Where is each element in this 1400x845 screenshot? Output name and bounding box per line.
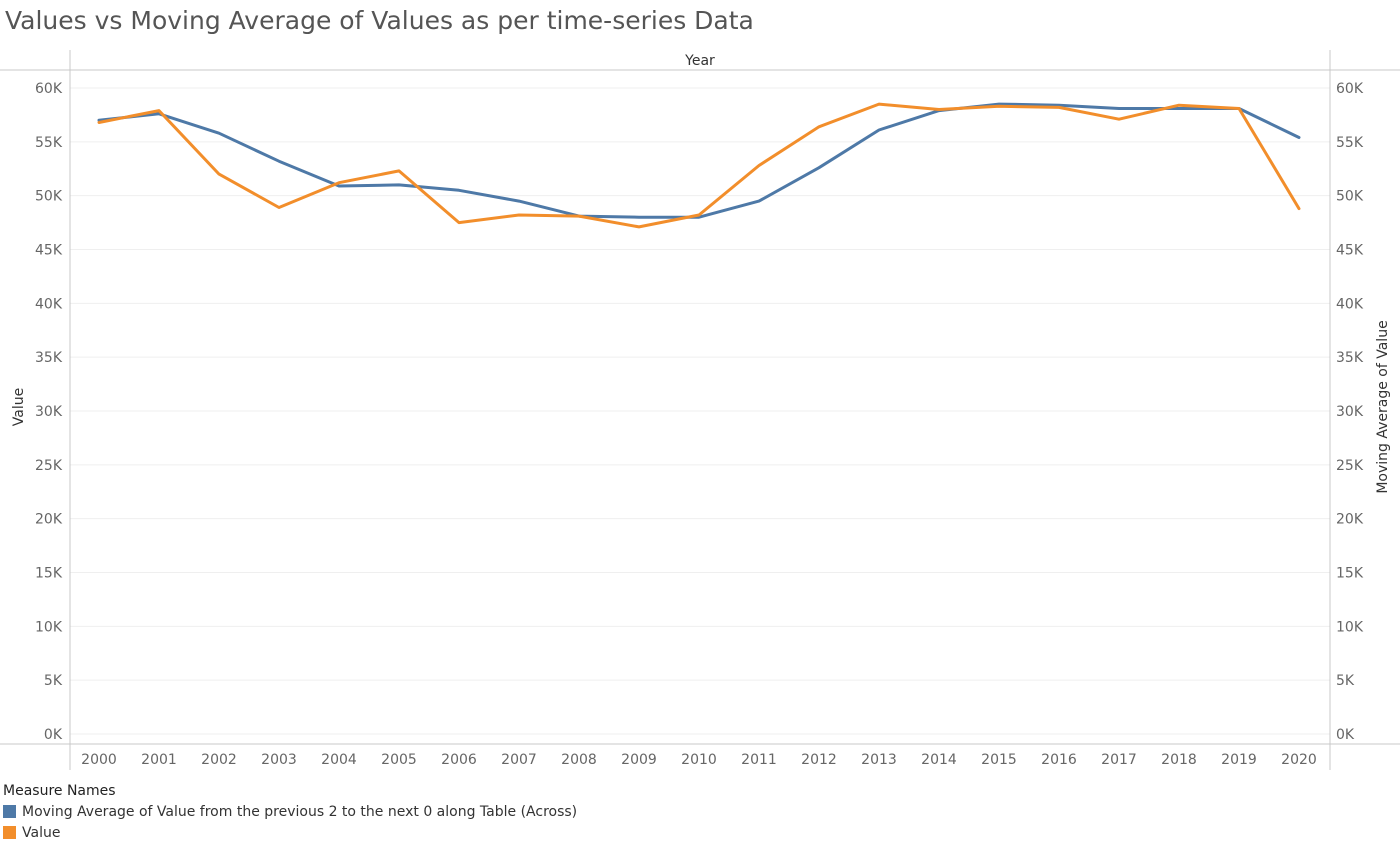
series-line-value[interactable]	[97, 102, 1301, 229]
x-tick-label: 2014	[921, 752, 957, 768]
chart-frame	[0, 50, 1400, 770]
x-tick-label: 2007	[501, 752, 537, 768]
x-axis-ticks: 2000 2001 2002 2003 2004 2005 2006 2007 2008 2009…	[81, 752, 1317, 768]
y-tick-label-left: 0K	[44, 727, 63, 743]
legend-swatch-moving-average	[3, 805, 16, 818]
y-axis-right-ticks: 0K 5K 10K 15K 20K 25K 30K 35K 40K 45K 50K 55K 60K	[1336, 81, 1364, 743]
x-tick-label: 2000	[81, 752, 117, 768]
chart-title: Values vs Moving Average of Values as pe…	[5, 6, 754, 35]
x-tick-label: 2020	[1281, 752, 1317, 768]
y-tick-label-right: 55K	[1336, 135, 1364, 151]
y-tick-label-left: 5K	[44, 673, 63, 689]
legend: Measure Names Moving Average of Value fr…	[3, 783, 577, 843]
y-tick-label-left: 60K	[35, 81, 63, 97]
x-tick-label: 2005	[381, 752, 417, 768]
y-tick-label-right: 15K	[1336, 566, 1364, 582]
y-tick-label-left: 10K	[35, 619, 63, 635]
y-axis-title-left: Value	[11, 388, 27, 426]
y-tick-label-right: 5K	[1336, 673, 1355, 689]
y-tick-label-left: 20K	[35, 512, 63, 528]
y-tick-label-right: 25K	[1336, 458, 1364, 474]
y-tick-label-right: 50K	[1336, 189, 1364, 205]
y-tick-label-left: 45K	[35, 243, 63, 259]
y-tick-label-right: 40K	[1336, 296, 1364, 312]
y-tick-label-right: 20K	[1336, 512, 1364, 528]
x-tick-label: 2008	[561, 752, 597, 768]
y-tick-label-right: 35K	[1336, 350, 1364, 366]
y-axis-left-ticks: 0K 5K 10K 15K 20K 25K 30K 35K 40K 45K 50K 55K 60K	[35, 81, 63, 743]
x-tick-label: 2018	[1161, 752, 1197, 768]
x-tick-label: 2019	[1221, 752, 1257, 768]
x-tick-label: 2012	[801, 752, 837, 768]
y-tick-label-right: 10K	[1336, 619, 1364, 635]
x-tick-label: 2010	[681, 752, 717, 768]
legend-label-moving-average: Moving Average of Value from the previou…	[22, 803, 578, 820]
y-tick-label-right: 45K	[1336, 243, 1364, 259]
y-axis-title-right: Moving Average of Value	[1375, 320, 1391, 493]
x-axis-header-year: Year	[684, 53, 715, 69]
y-tick-label-left: 30K	[35, 404, 63, 420]
x-tick-label: 2015	[981, 752, 1017, 768]
line-chart: Year Value Moving Average of Value 0K 5K 1…	[0, 50, 1400, 770]
y-tick-label-left: 50K	[35, 189, 63, 205]
x-tick-label: 2013	[861, 752, 897, 768]
y-tick-label-left: 40K	[35, 296, 63, 312]
legend-swatch-value	[3, 826, 16, 839]
y-tick-label-left: 55K	[35, 135, 63, 151]
legend-item-moving-average[interactable]: Moving Average of Value from the previou…	[3, 801, 577, 822]
x-tick-label: 2001	[141, 752, 177, 768]
x-tick-label: 2004	[321, 752, 357, 768]
x-tick-label: 2002	[201, 752, 237, 768]
x-tick-label: 2009	[621, 752, 657, 768]
gridlines	[70, 87, 1330, 735]
x-tick-label: 2017	[1101, 752, 1137, 768]
legend-label-value: Value	[22, 824, 61, 841]
x-tick-label: 2011	[741, 752, 777, 768]
x-tick-label: 2006	[441, 752, 477, 768]
y-tick-label-right: 60K	[1336, 81, 1364, 97]
series-line-moving-average[interactable]	[97, 102, 1301, 219]
y-tick-label-left: 25K	[35, 458, 63, 474]
y-tick-label-right: 30K	[1336, 404, 1364, 420]
legend-title: Measure Names	[3, 783, 116, 799]
legend-item-value[interactable]: Value	[3, 822, 577, 843]
x-tick-label: 2016	[1041, 752, 1077, 768]
y-tick-label-left: 35K	[35, 350, 63, 366]
x-tick-label: 2003	[261, 752, 297, 768]
y-tick-label-left: 15K	[35, 566, 63, 582]
y-tick-label-right: 0K	[1336, 727, 1355, 743]
series-lines	[97, 102, 1301, 229]
